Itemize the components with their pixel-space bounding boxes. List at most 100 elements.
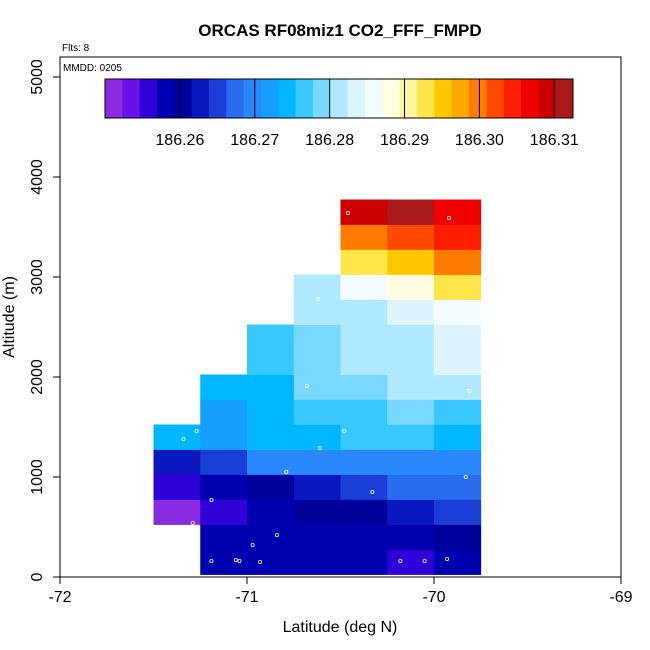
heatmap-cells [153, 199, 482, 575]
sample-points [181, 210, 472, 565]
colorbar-tick-label: 186.27 [230, 132, 279, 149]
heatmap-cell [434, 549, 482, 575]
sample-point [304, 383, 309, 388]
heatmap-cell [387, 299, 435, 325]
sample-point [370, 489, 375, 494]
heatmap-cell [387, 274, 435, 300]
heatmap-cell [293, 499, 341, 525]
plot-frame [59, 56, 622, 578]
heatmap-cell [340, 299, 388, 325]
heatmap-cell [340, 199, 388, 225]
heatmap-cell [200, 374, 248, 400]
colorbar-swatch [105, 79, 123, 118]
sample-point [233, 558, 238, 563]
sample-point [258, 560, 263, 565]
colorbar-swatch [417, 79, 435, 118]
flights-note: Flts: 8 [62, 43, 90, 54]
colorbar-swatch [226, 79, 245, 118]
heatmap-cell [340, 349, 388, 375]
heatmap-cell [293, 549, 341, 575]
heatmap-cell [434, 524, 482, 550]
x-tick-label: -71 [235, 589, 258, 606]
heatmap-cell [340, 374, 388, 400]
heatmap-cell [434, 324, 482, 350]
sample-point [317, 445, 322, 450]
heatmap-cell [293, 324, 341, 350]
sample-point [316, 296, 321, 301]
heatmap-cell [200, 449, 248, 475]
heatmap-cell [200, 399, 248, 425]
x-tick-label: -70 [422, 589, 445, 606]
colorbar-swatch [243, 79, 262, 118]
heatmap-cell [247, 474, 295, 500]
sample-point [463, 474, 468, 479]
colorbar-tick-label: 186.28 [305, 132, 354, 149]
colorbar-swatch [209, 79, 227, 118]
sample-point [345, 210, 350, 215]
colorbar-tick-label: 186.30 [455, 132, 504, 149]
colorbar-swatch [347, 79, 366, 118]
heatmap-cell [387, 224, 435, 250]
sample-point [190, 521, 195, 526]
colorbar-swatch [139, 79, 158, 118]
sample-point [237, 559, 242, 564]
heatmap-cell [340, 249, 388, 275]
sample-point [422, 559, 427, 564]
heatmap-cell [293, 349, 341, 375]
heatmap-cell [434, 474, 482, 500]
heatmap-cell [340, 474, 388, 500]
colorbar-swatch [469, 79, 487, 118]
heatmap-cell [434, 449, 482, 475]
sample-point [445, 557, 450, 562]
heatmap-cell [200, 524, 248, 550]
sample-point [209, 497, 214, 502]
sample-point [342, 428, 347, 433]
colorbar: 186.26 186.27 186.28 186.29 186.30 186.31 [104, 78, 579, 149]
heatmap-cell [153, 499, 201, 525]
colorbar-swatch [261, 79, 279, 118]
sample-point [467, 388, 472, 393]
y-axis: 0 1000 2000 3000 4000 5000 [29, 59, 60, 581]
colorbar-frame [104, 78, 574, 119]
heatmap-cell [153, 424, 201, 450]
colorbar-tick-label: 186.29 [380, 132, 429, 149]
heatmap-cell [200, 499, 248, 525]
heatmap-cell [387, 499, 435, 525]
heatmap-cell [387, 549, 435, 575]
colorbar-swatch [330, 79, 349, 118]
heatmap-cell [434, 274, 482, 300]
heatmap-cell [247, 524, 295, 550]
heatmap-cell [247, 324, 295, 350]
sample-point [274, 533, 279, 538]
heatmap-cell [293, 299, 341, 325]
heatmap-cell [434, 299, 482, 325]
heatmap-cell [247, 549, 295, 575]
colorbar-swatch [365, 79, 383, 118]
heatmap-cell [293, 424, 341, 450]
x-axis-label: Latitude (deg N) [283, 619, 398, 636]
colorbar-swatch [486, 79, 505, 118]
heatmap-cell [247, 424, 295, 450]
sample-point [284, 469, 289, 474]
heatmap-cell [340, 274, 388, 300]
colorbar-swatch [521, 79, 539, 118]
heatmap-cell [293, 474, 341, 500]
date-note: MMDD: 0205 [63, 63, 122, 74]
sample-point [194, 428, 199, 433]
heatmap-cell [434, 224, 482, 250]
heatmap-cell [387, 249, 435, 275]
y-axis-label: Altitude (m) [1, 276, 18, 358]
sample-point [181, 436, 186, 441]
heatmap-cell [434, 374, 482, 400]
colorbar-swatch [382, 79, 401, 118]
sample-point [446, 215, 451, 220]
colorbar-swatch [191, 79, 210, 118]
colorbar-swatch [555, 79, 574, 118]
heatmap-cell [293, 374, 341, 400]
y-tick-label: 2000 [29, 359, 46, 395]
x-axis: -72 -71 -70 -69 [48, 577, 633, 606]
colorbar-tick-label: 186.31 [530, 132, 579, 149]
colorbar-swatch [451, 79, 470, 118]
heatmap-cell [200, 424, 248, 450]
heatmap-cell [200, 474, 248, 500]
